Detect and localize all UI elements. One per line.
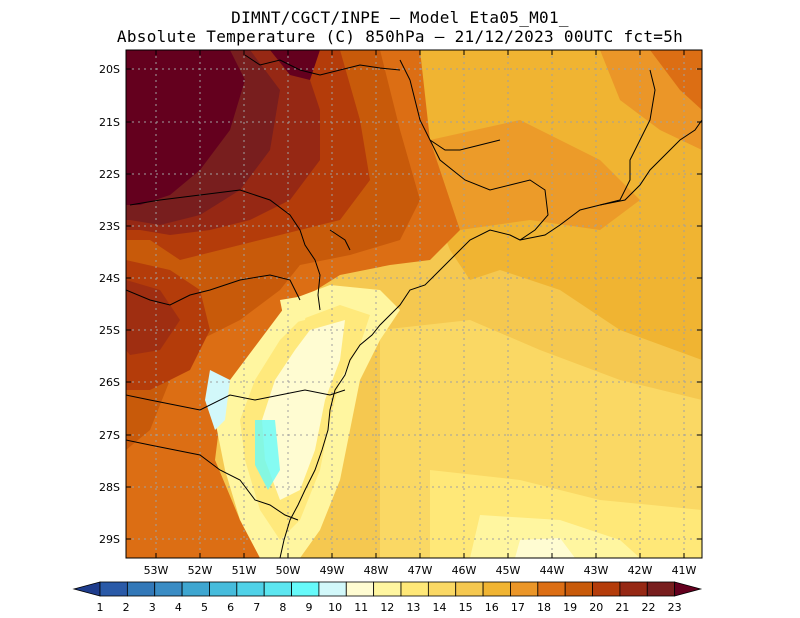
colorbar-label: 7: [253, 601, 260, 614]
lon-label: 49W: [320, 564, 345, 577]
axis-ticks: [126, 50, 702, 558]
colorbar-label: 20: [589, 601, 603, 614]
colorbar-swatch: [564, 581, 593, 597]
colorbar-label: 4: [175, 601, 182, 614]
lon-label: 41W: [672, 564, 697, 577]
colorbar-label: 13: [406, 601, 420, 614]
colorbar-swatch: [263, 581, 292, 597]
lat-label: 28S: [99, 481, 120, 494]
colorbar-label: 2: [123, 601, 130, 614]
lon-label: 51W: [232, 564, 257, 577]
colorbar-label: 17: [511, 601, 525, 614]
colorbar-swatch: [482, 581, 511, 597]
lat-label: 22S: [99, 168, 120, 181]
map-title-line-2: Absolute Temperature (C) 850hPa – 21/12/…: [116, 27, 684, 46]
colorbar-swatch: [291, 581, 320, 597]
map-frame: [125, 49, 703, 559]
colorbar-swatch: [510, 581, 539, 597]
colorbar-swatch: [236, 581, 265, 597]
colorbar-swatch: [619, 581, 648, 597]
lat-label: 23S: [99, 220, 120, 233]
colorbar-swatch: [99, 581, 128, 597]
lon-label: 50W: [276, 564, 301, 577]
map-title-line-1: DIMNT/CGCT/INPE – Model Eta05_M01_: [231, 8, 569, 27]
lat-label: 24S: [99, 272, 120, 285]
colorbar-label: 9: [305, 601, 312, 614]
lat-label: 29S: [99, 533, 120, 546]
colorbar-label: 5: [201, 601, 208, 614]
temperature-field: [126, 50, 702, 558]
colorbar-swatch: [154, 581, 183, 597]
colorbar-label: 11: [354, 601, 368, 614]
colorbar-swatch: [646, 581, 676, 597]
colorbar-swatch: [345, 581, 375, 597]
colorbar-arrow-low: [72, 581, 101, 597]
colorbar-label: 19: [563, 601, 577, 614]
colorbar-label: 22: [642, 601, 656, 614]
lat-label: 27S: [99, 429, 120, 442]
colorbar: 1 2 3 4 5 6 7 8 9 10 11 12 13 14 15 16 17 18 19 20 21 22 23: [72, 581, 703, 614]
colorbar-label: 3: [149, 601, 156, 614]
colorbar-label: 16: [485, 601, 499, 614]
latitude-labels: 20S 21S 22S 23S 24S 25S 26S 27S 28S 29S: [99, 63, 120, 546]
lat-label: 20S: [99, 63, 120, 76]
colorbar-label: 18: [537, 601, 551, 614]
colorbar-swatch: [209, 581, 238, 597]
colorbar-label: 23: [668, 601, 682, 614]
lon-label: 43W: [584, 564, 609, 577]
colorbar-swatch: [373, 581, 402, 597]
lon-label: 48W: [364, 564, 389, 577]
longitude-labels: 53W 52W 51W 50W 49W 48W 47W 46W 45W 44W …: [144, 564, 697, 577]
colorbar-swatch: [537, 581, 566, 597]
colorbar-swatch: [318, 581, 347, 597]
graticule: [126, 50, 702, 558]
colorbar-label: 14: [433, 601, 447, 614]
colorbar-swatch: [455, 581, 484, 597]
lon-label: 52W: [188, 564, 213, 577]
lat-label: 26S: [99, 376, 120, 389]
lon-label: 53W: [144, 564, 169, 577]
coastline-borders: [126, 54, 702, 558]
colorbar-swatch: [181, 581, 210, 597]
colorbar-swatch: [592, 581, 621, 597]
lon-label: 45W: [496, 564, 521, 577]
lon-label: 44W: [540, 564, 565, 577]
colorbar-label: 12: [380, 601, 394, 614]
colorbar-label: 6: [227, 601, 234, 614]
colorbar-label: 21: [615, 601, 629, 614]
lat-label: 21S: [99, 116, 120, 129]
lon-label: 47W: [408, 564, 433, 577]
colorbar-label: 15: [459, 601, 473, 614]
colorbar-label: 1: [97, 601, 104, 614]
colorbar-swatch: [400, 581, 429, 597]
lat-label: 25S: [99, 324, 120, 337]
lon-label: 46W: [452, 564, 477, 577]
colorbar-swatch: [126, 581, 156, 597]
colorbar-swatch: [427, 581, 457, 597]
colorbar-label: 10: [328, 601, 342, 614]
lon-label: 42W: [628, 564, 653, 577]
colorbar-label: 8: [279, 601, 286, 614]
colorbar-arrow-high: [674, 581, 703, 597]
